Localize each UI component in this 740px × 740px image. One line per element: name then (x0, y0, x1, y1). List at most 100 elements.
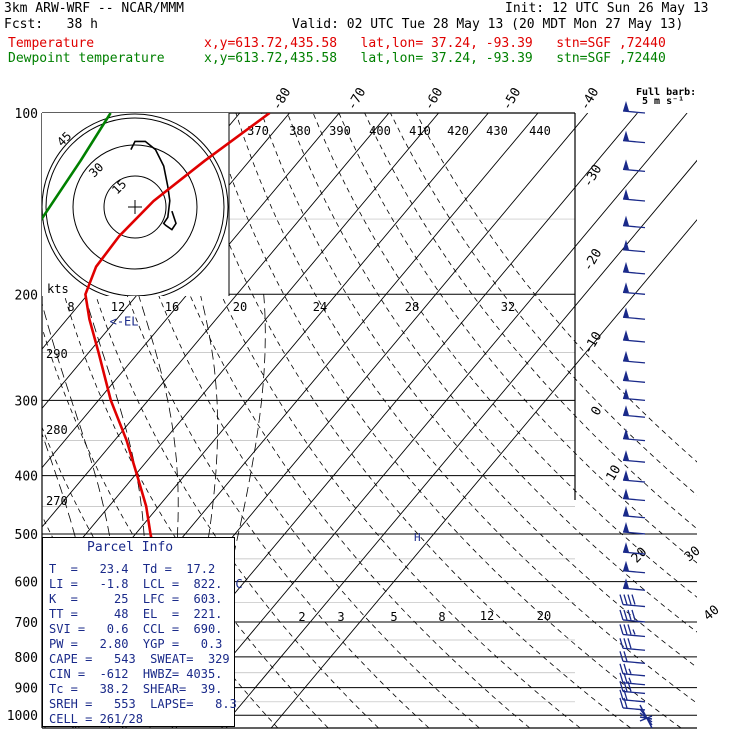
hodograph-ring-outer (45, 117, 225, 296)
pressure-label: 400 (15, 470, 38, 485)
wind-barb (619, 672, 646, 686)
barb-staff (622, 587, 646, 591)
barb-staff (622, 699, 646, 703)
barb-legend: Full barb:5 m s⁻¹ (636, 87, 696, 107)
barb-staff (622, 110, 646, 114)
wind-barb (619, 651, 646, 664)
wind-barb (622, 239, 646, 253)
barb-staff (622, 249, 646, 253)
pressure-label: 200 (15, 288, 38, 303)
wind-barb (622, 470, 646, 483)
barb-pennant (623, 450, 629, 461)
parcel-row-cell-motion: CELL = 261/28 (49, 712, 143, 726)
parcel-row-total-totals: TT = 48 EL = 221. (49, 607, 223, 621)
wind-barb (622, 350, 646, 364)
barb-staff (622, 515, 646, 519)
barb-flag (619, 609, 624, 621)
hodograph-units-label: kts (47, 282, 69, 296)
wet-bulb-label: 16 (165, 300, 179, 314)
init-time: Init: 12 UTC Sun 26 May 13 (505, 1, 709, 16)
mixing-ratio-label: 2 (298, 610, 305, 624)
parcel-row-helicity: SREH = 553 LAPSE= 8.3 (49, 697, 237, 711)
parcel-row-k-index: K = 25 LFC = 603. (49, 592, 223, 606)
barb-pennant (623, 560, 629, 571)
barb-staff (622, 139, 646, 144)
barb-staff (622, 682, 646, 686)
barb-pennant (623, 470, 629, 481)
pressure-label: 100 (15, 107, 38, 122)
dewpoint-location: x,y=613.72,435.58 lat,lon= 37.24, -93.39… (204, 51, 666, 66)
wind-barb (622, 101, 646, 114)
theta-label: 270 (46, 494, 68, 508)
parcel-row-lifted-index: LI = -1.8 LCL = 822. (49, 577, 223, 591)
isotherm (42, 113, 340, 469)
dry-adiabat (209, 113, 682, 728)
barb-half-flag (628, 668, 632, 675)
parcel-row-temperature: T = 23.4 Td = 17.2 (49, 562, 216, 576)
barb-flag (627, 594, 632, 605)
pressure-label: 800 (15, 651, 38, 666)
isotherm-label: -30 (581, 162, 606, 190)
theta-e-label: 380 (289, 124, 311, 138)
barb-pennant (623, 521, 629, 532)
wind-barb (622, 189, 646, 202)
dry-adiabat (0, 113, 26, 728)
isotherm-label: 0 (589, 404, 606, 418)
barb-staff (622, 397, 646, 401)
barb-staff (622, 316, 646, 320)
wind-barb (622, 578, 646, 591)
barb-pennant (623, 405, 629, 416)
isotherm (0, 113, 41, 728)
theta-e-label: 430 (486, 124, 508, 138)
barb-pennant (623, 215, 629, 226)
wind-barb (622, 405, 646, 418)
dry-adiabat (415, 113, 697, 463)
dry-adiabat (235, 113, 697, 704)
wind-barb (622, 282, 646, 295)
wet-bulb-label: 20 (233, 300, 247, 314)
wind-barb (619, 638, 646, 651)
barb-staff (622, 360, 646, 364)
wet-bulb-label: 12 (111, 300, 125, 314)
theta-e-label: 390 (329, 124, 351, 138)
mixing-ratio-label: 8 (438, 610, 445, 624)
barb-pennant (623, 388, 629, 399)
parcel-info-title: Parcel Info (87, 540, 174, 555)
parcel-row-convective-temp: Tc = 38.2 SHEAR= 39. (49, 682, 223, 696)
dry-adiabat (338, 113, 697, 564)
theta-e-label: 400 (369, 124, 391, 138)
parcel-row-svi: SVI = 0.6 CCL = 690. (49, 622, 223, 636)
wet-bulb-label: 8 (67, 300, 74, 314)
barb-pennant (623, 159, 629, 170)
wet-bulb-label: 24 (313, 300, 327, 314)
wind-barb (622, 488, 646, 502)
mixing-ratio-label: 3 (337, 610, 344, 624)
dry-adiabat (261, 113, 697, 668)
wind-barb (622, 370, 646, 383)
dry-adiabat (158, 113, 581, 728)
barb-staff (622, 198, 646, 202)
parcel-row-cape: CAPE = 543 SWEAT= 329 (49, 652, 230, 666)
wet-bulb-label: 28 (405, 300, 419, 314)
barb-flag (627, 638, 632, 649)
pressure-label: 1000 (7, 709, 38, 724)
wind-barb (622, 505, 646, 519)
barb-flag (619, 689, 624, 701)
wind-barb (622, 130, 646, 144)
barb-flag (623, 609, 628, 621)
wind-barb (622, 542, 646, 555)
hodograph-ring (72, 144, 198, 270)
barb-flag (627, 624, 632, 635)
wind-barb (619, 609, 646, 623)
barb-half-flag (632, 629, 636, 635)
barb-pennant (623, 505, 629, 516)
dry-adiabat (42, 199, 329, 728)
model-title: 3km ARW-WRF -- NCAR/MMM (4, 1, 185, 16)
isotherm-label: -60 (422, 85, 447, 113)
barb-pennant (623, 350, 629, 361)
dry-adiabat (55, 113, 379, 728)
hodograph-rings (42, 113, 229, 296)
barb-flag (619, 638, 624, 649)
wind-barb (622, 307, 646, 320)
